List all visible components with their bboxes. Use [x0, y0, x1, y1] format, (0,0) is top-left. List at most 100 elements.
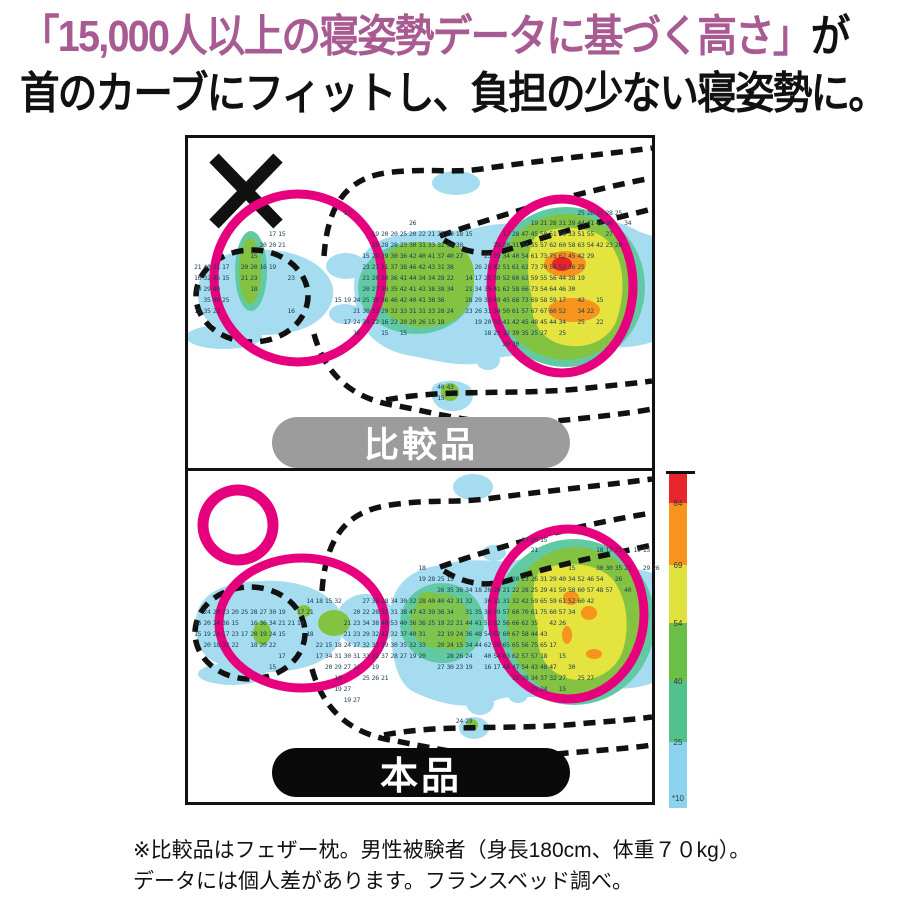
- pressure-value: 36: [399, 252, 408, 260]
- pressure-value: 25: [577, 209, 585, 217]
- pressure-value: 34: [362, 619, 370, 627]
- pressure-value: 48: [474, 630, 483, 638]
- pressure-value: 29: [371, 252, 380, 260]
- highlight-circles: [209, 189, 638, 378]
- pressure-value: 50: [502, 307, 511, 315]
- o-mark-icon: [197, 484, 279, 566]
- pressure-value: 26: [371, 674, 380, 682]
- pressure-value: 25: [558, 329, 567, 337]
- pressure-value: 49: [493, 296, 501, 304]
- pressure-value: 42: [381, 630, 389, 638]
- pressure-values-grid: 17 26 15 21 18 17 21 19 15 18 15 30 30 35 21 29 26 19 28 25…: [188, 471, 660, 802]
- pressure-value: 16: [287, 307, 296, 315]
- pressure-value: 15: [324, 597, 333, 605]
- pressure-value: 42: [521, 597, 529, 605]
- pressure-value: 25: [530, 329, 539, 337]
- pressure-value: 62: [483, 641, 492, 649]
- pressure-value: 34: [568, 608, 576, 616]
- pressure-value: 22: [390, 318, 398, 326]
- pressure-value: 46: [390, 296, 398, 304]
- pressure-value: 27: [371, 263, 380, 271]
- pressure-value: 26: [474, 307, 483, 315]
- pressure-value: 21: [530, 546, 539, 554]
- pressure-value: 40: [399, 619, 408, 627]
- pressure-value: 31: [483, 307, 492, 315]
- pressure-value: 15: [596, 296, 604, 304]
- pressure-value: 22: [362, 608, 370, 616]
- pressure-value: 52: [493, 619, 501, 627]
- pressure-value: 20: [493, 586, 501, 594]
- pressure-value: 26: [558, 619, 567, 627]
- pressure-value: 25: [222, 296, 230, 304]
- pressure-value: 22: [418, 230, 426, 238]
- pressure-value: 18: [418, 564, 426, 572]
- pressure-value: 27: [539, 329, 548, 337]
- pressure-value: 34: [521, 241, 529, 249]
- pressure-value: 42: [399, 285, 408, 293]
- pressure-value: 24: [352, 318, 361, 326]
- pressure-value: 24: [212, 630, 221, 638]
- pressure-value: 29: [381, 641, 389, 649]
- pressure-value: 30: [390, 641, 398, 649]
- pressure-value: 21: [343, 619, 352, 627]
- pressure-value: 30: [568, 285, 576, 293]
- pressure-value: 27: [371, 285, 380, 293]
- pressure-value: 22: [586, 307, 595, 315]
- pressure-value: 48: [596, 586, 604, 594]
- pressure-value: 19: [474, 318, 483, 326]
- pressure-value: 79: [539, 263, 548, 271]
- pressure-value: 22: [231, 641, 239, 649]
- pressure-value: 19: [259, 630, 267, 638]
- pressure-value: 32: [511, 597, 520, 605]
- pressure-value: 28: [371, 608, 380, 616]
- pressure-value: 43: [539, 630, 548, 638]
- pressure-value: 40: [203, 263, 211, 271]
- pressure-value: 28: [381, 597, 389, 605]
- pressure-value: 52: [568, 597, 576, 605]
- pressure-value: 25: [483, 252, 492, 260]
- pressure-value: 27: [586, 674, 595, 682]
- pressure-value: 19: [371, 230, 380, 238]
- pressure-value: 21: [362, 274, 370, 282]
- pressure-value: 17: [605, 546, 613, 554]
- pressure-value: 75: [530, 641, 539, 649]
- pressure-value: 17: [222, 263, 230, 271]
- pressure-value: 35: [399, 641, 408, 649]
- pressure-value: 25: [577, 318, 585, 326]
- pressure-value: 17: [268, 230, 277, 238]
- pressure-value: 21: [352, 663, 361, 671]
- pressure-value: 37: [437, 252, 445, 260]
- pressure-value: 19: [371, 663, 380, 671]
- pressure-value: 20: [203, 641, 211, 649]
- pressure-value: 19: [511, 674, 520, 682]
- pressure-value: 17: [296, 608, 305, 616]
- pressure-value: 27: [558, 674, 567, 682]
- pressure-value: 32: [409, 641, 417, 649]
- pressure-value: 37: [381, 652, 389, 660]
- pressure-value: 20: [437, 641, 445, 649]
- pressure-value: 19: [334, 674, 342, 682]
- pressure-value: 60: [558, 241, 567, 249]
- pressure-value: 30: [390, 252, 398, 260]
- pressure-value: 69: [530, 296, 539, 304]
- pressure-value: 60: [577, 586, 585, 594]
- pressure-value: 15: [455, 641, 464, 649]
- pressure-value: 17: [315, 652, 324, 660]
- headline-suffix: が: [810, 12, 851, 61]
- pressure-value: 30: [605, 564, 613, 572]
- pressure-value: 25: [437, 230, 445, 238]
- pressure-value: 20: [268, 241, 277, 249]
- pressure-value: 40: [596, 219, 604, 227]
- pressure-value: 41: [409, 285, 417, 293]
- pressure-value: 48: [502, 663, 511, 671]
- pressure-value: 21: [287, 619, 296, 627]
- pressure-value: 17: [240, 630, 249, 638]
- pressure-value: 45: [521, 318, 529, 326]
- pressure-value: 40: [624, 586, 632, 594]
- pressure-value: 19: [577, 274, 585, 282]
- pressure-value: 42: [399, 296, 408, 304]
- pressure-value: 46: [586, 575, 595, 583]
- pressure-value: 41: [549, 586, 557, 594]
- pressure-value: 42: [586, 597, 595, 605]
- pressure-value: 44: [558, 274, 567, 282]
